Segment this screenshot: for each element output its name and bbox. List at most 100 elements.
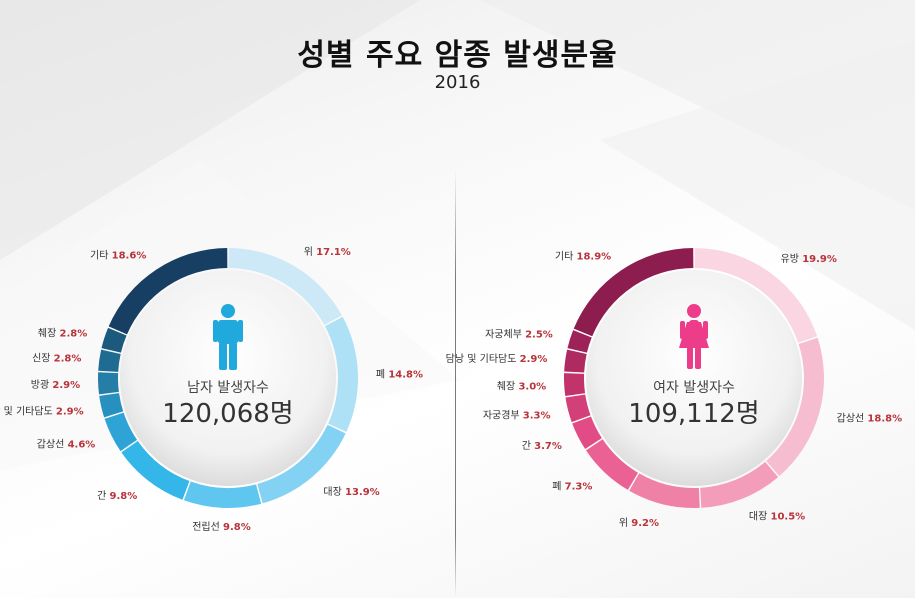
female-slice (573, 248, 694, 337)
female-slice (564, 349, 587, 373)
male-slice-value: 13.9% (345, 487, 380, 498)
female-slice (694, 248, 818, 343)
male-person-icon (213, 304, 243, 370)
female-center-value: 109,112명 (628, 399, 759, 429)
male-slice-name: 대장 (323, 486, 345, 498)
male-slice-name: 폐 (376, 368, 388, 380)
female-slice-label: 대장 10.5% (749, 510, 805, 522)
female-slice-value: 3.0% (518, 381, 546, 392)
female-slice-name: 위 (619, 516, 631, 529)
female-slice-label: 폐 7.3% (552, 481, 592, 493)
male-slice (104, 412, 138, 452)
panel-divider (455, 170, 456, 598)
female-slice-name: 대장 (749, 510, 771, 522)
male-slice-label: 췌장 2.8% (38, 327, 87, 339)
female-slice (567, 330, 592, 353)
female-slice-value: 3.7% (534, 441, 562, 452)
male-inner-disc (120, 270, 336, 486)
female-slice-label: 유방 19.9% (781, 253, 837, 265)
female-slice (629, 473, 700, 508)
female-slice-name: 자궁체부 (485, 329, 525, 341)
male-slice-value: 14.8% (388, 369, 423, 380)
male-slice (325, 316, 359, 432)
female-slice-label: 췌장 3.0% (497, 380, 546, 392)
male-slice-label: 갑상선 4.6% (37, 439, 96, 451)
male-slice-value: 2.9% (52, 380, 80, 391)
female-slice-label: 담낭 및 기타담도 2.9% (446, 353, 548, 365)
male-slice-name: 방광 (31, 379, 53, 391)
male-slice-label: 기타 18.6% (90, 250, 146, 262)
chart-subtitle: 2016 (434, 72, 481, 93)
male-slice-value: 9.8% (223, 522, 251, 533)
female-slice (700, 461, 779, 508)
male-slice-label: 위 17.1% (304, 245, 351, 258)
female-slice-value: 18.8% (867, 414, 902, 425)
female-slice (586, 439, 639, 490)
male-slice-name: 신장 (32, 353, 54, 365)
male-slice (121, 440, 190, 500)
female-slice-name: 간 (522, 440, 534, 452)
male-slice (228, 248, 342, 326)
female-slice (565, 394, 591, 423)
male-slice-value: 2.8% (54, 354, 82, 365)
male-slice (183, 481, 262, 508)
male-slice-label: 신장 2.8% (32, 353, 81, 365)
male-slice-name: 간 (97, 490, 109, 502)
female-slice-name: 갑상선 (837, 413, 868, 425)
male-slice-name: 기타 (90, 250, 112, 262)
female-slice-name: 기타 (555, 250, 577, 262)
chart-title: 성별 주요 암종 발생분율 (297, 38, 618, 73)
male-slice-value: 17.1% (316, 247, 351, 258)
female-slice-value: 19.9% (802, 254, 837, 265)
female-inner-disc (586, 270, 802, 486)
male-center-label: 남자 발생자수 (187, 380, 269, 396)
female-slice (572, 416, 602, 450)
male-slice (98, 372, 119, 395)
male-slice-label: 담낭 및 기타담도 2.9% (0, 406, 84, 418)
male-slice (108, 248, 228, 335)
male-slice-name: 담낭 및 기타담도 (0, 406, 56, 418)
female-slice-value: 3.3% (523, 410, 551, 421)
male-slice-value: 9.8% (110, 491, 138, 502)
female-slice-name: 유방 (781, 253, 803, 265)
male-slice (101, 327, 127, 353)
male-slice (257, 424, 346, 504)
male-slice-value: 2.8% (60, 328, 88, 339)
female-slice-value: 7.3% (565, 482, 593, 493)
male-slice-name: 전립선 (192, 520, 223, 533)
female-slice (564, 373, 586, 396)
female-slice-name: 담낭 및 기타담도 (446, 353, 520, 365)
female-slice (766, 337, 825, 477)
male-slice-name: 위 (304, 245, 316, 258)
female-slice-value: 2.9% (520, 354, 548, 365)
male-slice-label: 폐 14.8% (376, 368, 423, 380)
male-slice-label: 전립선 9.8% (192, 520, 251, 533)
female-slice-name: 자궁경부 (483, 408, 523, 421)
female-slice-label: 갑상선 18.8% (837, 413, 902, 425)
female-slice-value: 2.5% (525, 330, 553, 341)
female-slice-value: 10.5% (771, 511, 806, 522)
female-slice-label: 위 9.2% (619, 516, 659, 529)
female-slice-label: 간 3.7% (522, 440, 562, 452)
male-slice-value: 2.9% (56, 407, 84, 418)
male-slice (98, 349, 121, 372)
female-slice-name: 폐 (552, 481, 564, 493)
male-slice-label: 간 9.8% (97, 490, 137, 502)
male-donut-chart: 남자 발생자수 120,068명 위 17.1% 폐 14.8% 대장 13.9% 전… (0, 245, 423, 533)
male-slice-value: 4.6% (68, 440, 96, 451)
female-slice-label: 기타 18.9% (555, 250, 611, 262)
male-slice (99, 393, 124, 418)
male-center-value: 120,068명 (162, 399, 293, 429)
male-slice-label: 대장 13.9% (323, 486, 379, 498)
male-slice-label: 방광 2.9% (31, 379, 80, 391)
female-slice-value: 18.9% (576, 251, 611, 262)
male-slice-name: 췌장 (38, 327, 60, 339)
female-slice-label: 자궁경부 3.3% (483, 408, 551, 421)
female-slice-label: 자궁체부 2.5% (485, 329, 553, 341)
male-slice-name: 갑상선 (37, 439, 68, 451)
female-center-label: 여자 발생자수 (653, 380, 735, 396)
female-person-icon (679, 304, 709, 369)
male-slice-value: 18.6% (112, 251, 147, 262)
female-slice-value: 9.2% (631, 518, 659, 529)
